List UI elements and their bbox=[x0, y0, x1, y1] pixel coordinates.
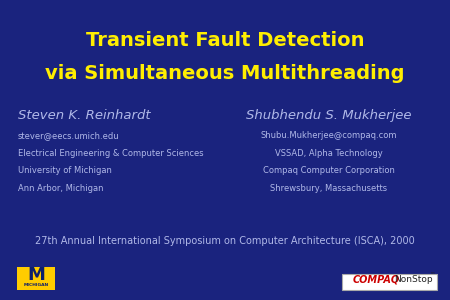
Text: ™: ™ bbox=[429, 274, 435, 278]
Text: MICHIGAN: MICHIGAN bbox=[23, 283, 49, 287]
Text: VSSAD, Alpha Technology: VSSAD, Alpha Technology bbox=[274, 149, 382, 158]
Text: Steven K. Reinhardt: Steven K. Reinhardt bbox=[18, 109, 151, 122]
Text: via Simultaneous Multithreading: via Simultaneous Multithreading bbox=[45, 64, 405, 83]
Text: Shubu.Mukherjee@compaq.com: Shubu.Mukherjee@compaq.com bbox=[260, 131, 397, 140]
Text: NonStop: NonStop bbox=[394, 275, 432, 284]
Text: Shubhendu S. Mukherjee: Shubhendu S. Mukherjee bbox=[246, 109, 411, 122]
Text: Shrewsbury, Massachusetts: Shrewsbury, Massachusetts bbox=[270, 184, 387, 193]
Text: COMPAQ: COMPAQ bbox=[352, 275, 399, 285]
Text: Transient Fault Detection: Transient Fault Detection bbox=[86, 31, 364, 50]
FancyBboxPatch shape bbox=[17, 267, 55, 290]
Text: Ann Arbor, Michigan: Ann Arbor, Michigan bbox=[18, 184, 104, 193]
FancyBboxPatch shape bbox=[342, 274, 436, 290]
Text: M: M bbox=[27, 266, 45, 284]
Text: University of Michigan: University of Michigan bbox=[18, 166, 112, 175]
Text: Compaq Computer Corporation: Compaq Computer Corporation bbox=[262, 166, 395, 175]
Text: 27th Annual International Symposium on Computer Architecture (ISCA), 2000: 27th Annual International Symposium on C… bbox=[35, 236, 415, 247]
Text: stever@eecs.umich.edu: stever@eecs.umich.edu bbox=[18, 131, 120, 140]
Text: Electrical Engineering & Computer Sciences: Electrical Engineering & Computer Scienc… bbox=[18, 149, 203, 158]
